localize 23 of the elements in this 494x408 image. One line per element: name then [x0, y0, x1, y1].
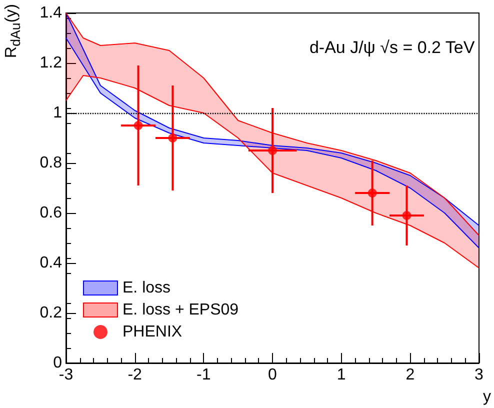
x-tick-label: -2	[128, 366, 142, 384]
y-tick-label: 1.2	[40, 54, 62, 72]
legend-label: PHENIX	[122, 324, 182, 340]
x-tick-label: 3	[474, 366, 484, 384]
x-tick-label: -1	[196, 366, 211, 384]
y-tick-label: 1	[53, 104, 62, 122]
x-axis-title: y	[483, 388, 491, 406]
point	[168, 134, 178, 142]
point	[402, 211, 412, 220]
point	[368, 188, 377, 198]
legend-label: E. loss + EPS09	[122, 302, 239, 318]
y-tick-label: 0.6	[40, 204, 62, 222]
point	[268, 146, 277, 155]
point	[134, 121, 143, 130]
y-tick-label: 1.4	[40, 4, 62, 22]
y-tick-label: 0.2	[40, 304, 62, 322]
x-tick-label: 2	[406, 366, 415, 384]
legend-label: E. loss	[122, 280, 171, 296]
x-tick-label: 0	[268, 366, 278, 384]
text: d-Au J/ψ √s = 0.2 TeV	[309, 38, 476, 57]
x-tick-label: 1	[336, 366, 346, 384]
y-tick-label: 0.4	[40, 254, 62, 272]
y-tick-label: 0.8	[40, 154, 62, 172]
